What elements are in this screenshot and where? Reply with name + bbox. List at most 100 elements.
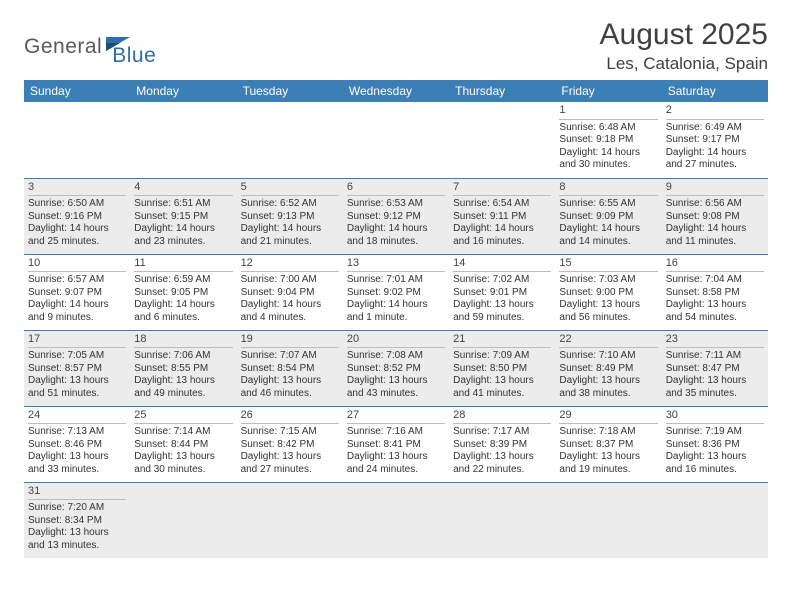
sunset-text: Sunset: 8:37 PM	[559, 439, 657, 452]
daylight-text: Daylight: 14 hours and 6 minutes.	[134, 299, 232, 324]
daylight-text: Daylight: 13 hours and 56 minutes.	[559, 299, 657, 324]
sunset-text: Sunset: 8:49 PM	[559, 363, 657, 376]
calendar-cell: 12Sunrise: 7:00 AMSunset: 9:04 PMDayligh…	[237, 254, 343, 330]
daylight-text: Daylight: 13 hours and 59 minutes.	[453, 299, 551, 324]
sunrise-text: Sunrise: 6:56 AM	[666, 198, 764, 211]
calendar-cell: 31Sunrise: 7:20 AMSunset: 8:34 PMDayligh…	[24, 482, 130, 558]
calendar-header-row: Sunday Monday Tuesday Wednesday Thursday…	[24, 80, 768, 102]
calendar-cell	[449, 102, 555, 178]
calendar-cell: 4Sunrise: 6:51 AMSunset: 9:15 PMDaylight…	[130, 178, 236, 254]
daylight-text: Daylight: 13 hours and 46 minutes.	[241, 375, 339, 400]
calendar-cell: 22Sunrise: 7:10 AMSunset: 8:49 PMDayligh…	[555, 330, 661, 406]
sunset-text: Sunset: 9:11 PM	[453, 211, 551, 224]
calendar-cell: 9Sunrise: 6:56 AMSunset: 9:08 PMDaylight…	[662, 178, 768, 254]
day-number: 7	[453, 181, 551, 197]
calendar-row: 17Sunrise: 7:05 AMSunset: 8:57 PMDayligh…	[24, 330, 768, 406]
calendar-cell: 6Sunrise: 6:53 AMSunset: 9:12 PMDaylight…	[343, 178, 449, 254]
day-number: 11	[134, 257, 232, 273]
calendar-cell: 21Sunrise: 7:09 AMSunset: 8:50 PMDayligh…	[449, 330, 555, 406]
sunset-text: Sunset: 9:07 PM	[28, 287, 126, 300]
day-number: 18	[134, 333, 232, 349]
daylight-text: Daylight: 14 hours and 18 minutes.	[347, 223, 445, 248]
sunrise-text: Sunrise: 7:03 AM	[559, 274, 657, 287]
day-number: 19	[241, 333, 339, 349]
calendar-cell	[662, 482, 768, 558]
calendar-cell: 3Sunrise: 6:50 AMSunset: 9:16 PMDaylight…	[24, 178, 130, 254]
day-number: 2	[666, 104, 764, 120]
sunset-text: Sunset: 9:15 PM	[134, 211, 232, 224]
logo-text-general: General	[24, 35, 102, 59]
sunrise-text: Sunrise: 7:01 AM	[347, 274, 445, 287]
col-saturday: Saturday	[662, 80, 768, 102]
sunrise-text: Sunrise: 6:55 AM	[559, 198, 657, 211]
sunset-text: Sunset: 8:47 PM	[666, 363, 764, 376]
sunset-text: Sunset: 8:50 PM	[453, 363, 551, 376]
sunset-text: Sunset: 8:41 PM	[347, 439, 445, 452]
daylight-text: Daylight: 14 hours and 14 minutes.	[559, 223, 657, 248]
day-number: 5	[241, 181, 339, 197]
calendar-body: 1Sunrise: 6:48 AMSunset: 9:18 PMDaylight…	[24, 102, 768, 558]
sunset-text: Sunset: 8:57 PM	[28, 363, 126, 376]
calendar-cell: 7Sunrise: 6:54 AMSunset: 9:11 PMDaylight…	[449, 178, 555, 254]
day-number: 3	[28, 181, 126, 197]
calendar-cell: 30Sunrise: 7:19 AMSunset: 8:36 PMDayligh…	[662, 406, 768, 482]
sunrise-text: Sunrise: 7:04 AM	[666, 274, 764, 287]
daylight-text: Daylight: 13 hours and 41 minutes.	[453, 375, 551, 400]
daylight-text: Daylight: 13 hours and 19 minutes.	[559, 451, 657, 476]
daylight-text: Daylight: 14 hours and 25 minutes.	[28, 223, 126, 248]
col-thursday: Thursday	[449, 80, 555, 102]
page-title: August 2025	[600, 18, 768, 52]
sunset-text: Sunset: 8:44 PM	[134, 439, 232, 452]
calendar-table: Sunday Monday Tuesday Wednesday Thursday…	[24, 80, 768, 558]
calendar-cell: 18Sunrise: 7:06 AMSunset: 8:55 PMDayligh…	[130, 330, 236, 406]
sunset-text: Sunset: 9:01 PM	[453, 287, 551, 300]
sunrise-text: Sunrise: 7:00 AM	[241, 274, 339, 287]
calendar-cell: 23Sunrise: 7:11 AMSunset: 8:47 PMDayligh…	[662, 330, 768, 406]
day-number: 9	[666, 181, 764, 197]
day-number: 22	[559, 333, 657, 349]
sunset-text: Sunset: 8:46 PM	[28, 439, 126, 452]
day-number: 14	[453, 257, 551, 273]
calendar-cell: 26Sunrise: 7:15 AMSunset: 8:42 PMDayligh…	[237, 406, 343, 482]
calendar-cell: 10Sunrise: 6:57 AMSunset: 9:07 PMDayligh…	[24, 254, 130, 330]
calendar-cell	[130, 482, 236, 558]
daylight-text: Daylight: 13 hours and 30 minutes.	[134, 451, 232, 476]
day-number: 23	[666, 333, 764, 349]
sunrise-text: Sunrise: 6:54 AM	[453, 198, 551, 211]
calendar-cell: 27Sunrise: 7:16 AMSunset: 8:41 PMDayligh…	[343, 406, 449, 482]
day-number: 12	[241, 257, 339, 273]
sunset-text: Sunset: 8:34 PM	[28, 515, 126, 528]
calendar-cell: 28Sunrise: 7:17 AMSunset: 8:39 PMDayligh…	[449, 406, 555, 482]
sunrise-text: Sunrise: 7:09 AM	[453, 350, 551, 363]
daylight-text: Daylight: 14 hours and 30 minutes.	[559, 147, 657, 172]
sunset-text: Sunset: 8:54 PM	[241, 363, 339, 376]
sunrise-text: Sunrise: 7:18 AM	[559, 426, 657, 439]
logo-text-blue: Blue	[112, 44, 156, 68]
sunrise-text: Sunrise: 6:53 AM	[347, 198, 445, 211]
day-number: 1	[559, 104, 657, 120]
sunset-text: Sunset: 9:18 PM	[559, 134, 657, 147]
sunset-text: Sunset: 9:04 PM	[241, 287, 339, 300]
sunrise-text: Sunrise: 7:20 AM	[28, 502, 126, 515]
sunrise-text: Sunrise: 7:07 AM	[241, 350, 339, 363]
calendar-cell: 29Sunrise: 7:18 AMSunset: 8:37 PMDayligh…	[555, 406, 661, 482]
sunrise-text: Sunrise: 7:17 AM	[453, 426, 551, 439]
sunset-text: Sunset: 9:02 PM	[347, 287, 445, 300]
col-sunday: Sunday	[24, 80, 130, 102]
day-number: 31	[28, 485, 126, 501]
calendar-row: 3Sunrise: 6:50 AMSunset: 9:16 PMDaylight…	[24, 178, 768, 254]
daylight-text: Daylight: 13 hours and 38 minutes.	[559, 375, 657, 400]
daylight-text: Daylight: 13 hours and 51 minutes.	[28, 375, 126, 400]
sunrise-text: Sunrise: 6:49 AM	[666, 122, 764, 135]
calendar-cell	[343, 102, 449, 178]
daylight-text: Daylight: 14 hours and 23 minutes.	[134, 223, 232, 248]
sunrise-text: Sunrise: 7:10 AM	[559, 350, 657, 363]
col-monday: Monday	[130, 80, 236, 102]
daylight-text: Daylight: 13 hours and 22 minutes.	[453, 451, 551, 476]
calendar-row: 1Sunrise: 6:48 AMSunset: 9:18 PMDaylight…	[24, 102, 768, 178]
day-number: 30	[666, 409, 764, 425]
calendar-cell: 8Sunrise: 6:55 AMSunset: 9:09 PMDaylight…	[555, 178, 661, 254]
calendar-cell	[24, 102, 130, 178]
calendar-cell	[449, 482, 555, 558]
sunset-text: Sunset: 9:09 PM	[559, 211, 657, 224]
